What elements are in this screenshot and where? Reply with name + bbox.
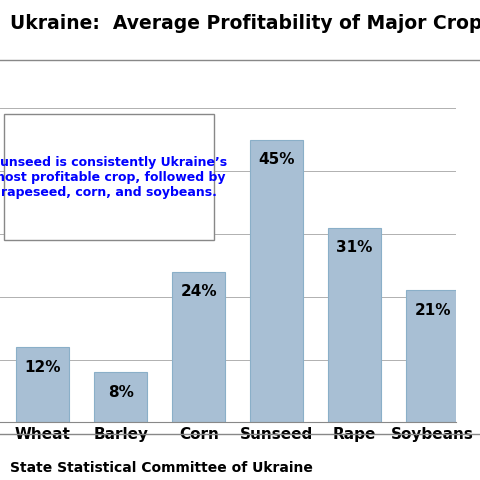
Text: 12%: 12% — [24, 360, 61, 374]
Text: 45%: 45% — [258, 152, 295, 167]
Bar — [172, 272, 225, 422]
Text: Sunseed is consistently Ukraine’s
most profitable crop, followed by
rapeseed, co: Sunseed is consistently Ukraine’s most p… — [0, 156, 227, 199]
Bar — [16, 347, 70, 422]
Text: State Statistical Committee of Ukraine: State Statistical Committee of Ukraine — [10, 461, 312, 475]
Text: Ukraine:  Average Profitability of Major Crops, 2008-2012: Ukraine: Average Profitability of Major … — [10, 14, 480, 34]
Text: 31%: 31% — [336, 240, 373, 255]
Bar — [328, 228, 381, 422]
Bar — [94, 372, 147, 422]
Bar — [250, 140, 303, 422]
Text: 24%: 24% — [180, 284, 217, 299]
Text: 21%: 21% — [414, 303, 451, 318]
FancyBboxPatch shape — [4, 114, 215, 240]
Bar — [406, 290, 459, 422]
Text: 8%: 8% — [108, 384, 134, 400]
